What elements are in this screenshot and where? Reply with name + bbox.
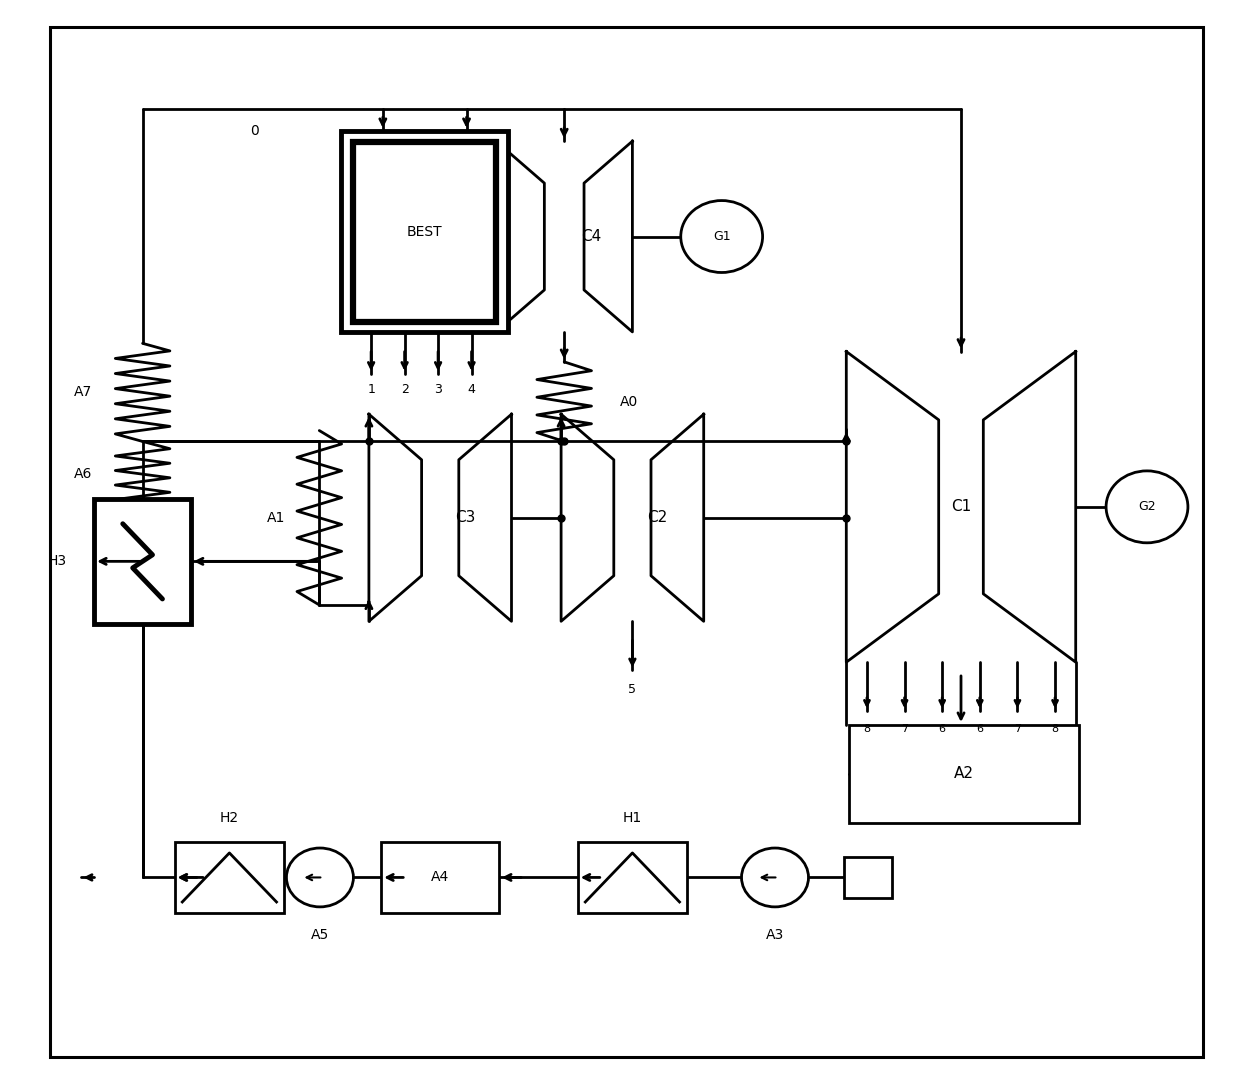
Text: A7: A7 — [74, 386, 92, 399]
Text: 6: 6 — [939, 724, 946, 734]
Bar — [341, 131, 508, 332]
Text: 8: 8 — [863, 724, 870, 734]
Text: 0: 0 — [249, 124, 259, 137]
Text: 7: 7 — [901, 724, 908, 734]
Text: A1: A1 — [267, 511, 285, 524]
Bar — [175, 841, 284, 913]
Bar — [578, 841, 687, 913]
Text: 5: 5 — [629, 683, 636, 697]
Text: A0: A0 — [620, 395, 637, 409]
Text: C1: C1 — [951, 499, 971, 514]
Text: H1: H1 — [622, 811, 642, 825]
Text: A2: A2 — [954, 766, 975, 782]
Circle shape — [286, 848, 353, 907]
Text: A3: A3 — [766, 929, 784, 942]
Bar — [94, 499, 191, 623]
Text: H2: H2 — [219, 811, 239, 825]
Text: 3: 3 — [434, 383, 441, 396]
Bar — [353, 142, 496, 322]
Text: 1: 1 — [367, 383, 374, 396]
Bar — [849, 725, 1079, 823]
Text: G1: G1 — [713, 230, 730, 243]
Text: BEST: BEST — [407, 225, 443, 239]
Text: H3: H3 — [47, 555, 67, 568]
Text: 6: 6 — [976, 724, 983, 734]
Text: G2: G2 — [1138, 500, 1156, 513]
Text: A5: A5 — [311, 929, 329, 942]
Text: 4: 4 — [467, 383, 475, 396]
Circle shape — [681, 201, 763, 272]
Text: A6: A6 — [74, 468, 92, 481]
Bar — [382, 841, 498, 913]
Text: C4: C4 — [582, 229, 601, 244]
Text: 7: 7 — [1014, 724, 1021, 734]
Circle shape — [742, 848, 808, 907]
Circle shape — [1106, 471, 1188, 543]
Text: 8: 8 — [1052, 724, 1059, 734]
Text: C3: C3 — [455, 510, 475, 525]
Text: A4: A4 — [432, 871, 449, 884]
Text: 2: 2 — [401, 383, 408, 396]
Text: C2: C2 — [647, 510, 667, 525]
Bar — [844, 857, 892, 898]
